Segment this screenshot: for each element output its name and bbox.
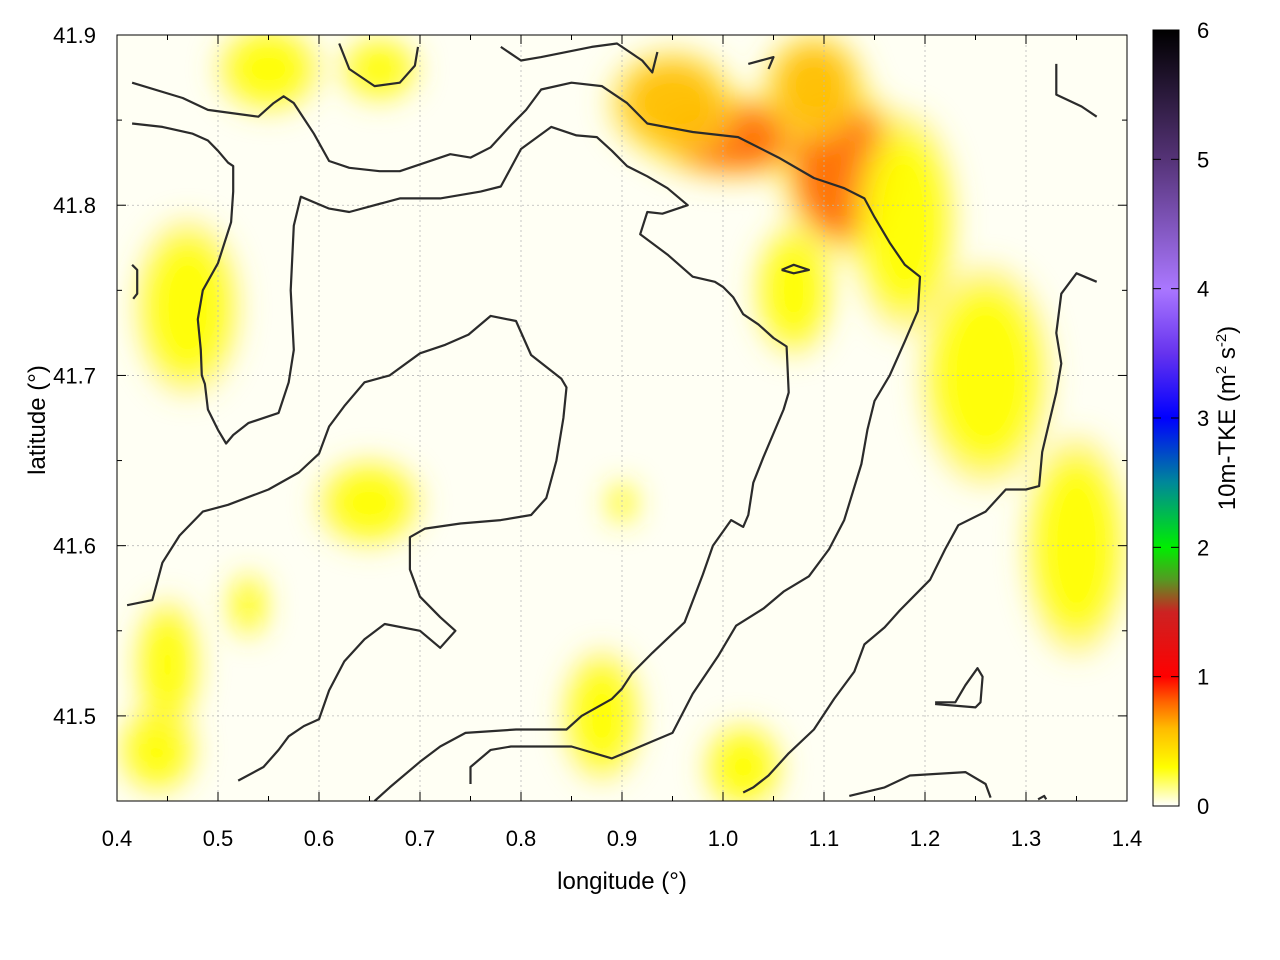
y-tick-label: 41.9 [53,23,96,48]
x-tick-label: 1.4 [1112,826,1143,851]
colorbar-label-sup1: 2 [1213,366,1230,374]
contour-line [935,667,984,709]
x-tick-label: 1.0 [708,826,739,851]
heat-blob [935,290,1037,461]
x-axis-label: longitude (°) [557,868,687,895]
x-tick-label: 0.4 [102,826,133,851]
contour-line [1055,63,1098,118]
colorbar-tick-label: 3 [1197,406,1209,431]
heat-blob [609,486,635,521]
contour-line [131,122,790,801]
heat-blob [773,43,855,129]
colorbar-tick-label: 6 [1197,18,1209,43]
colorbar-label: 10m-TKE (m2 s-2) [1213,326,1241,510]
contour-line [131,264,139,300]
x-tick-labels: 0.4 0.5 0.6 0.7 0.8 0.9 1.0 1.1 1.2 1.3 1.4 [102,826,1143,851]
contour-line [500,42,659,74]
colorbar-label-end: ) [1214,326,1241,334]
x-tick-label: 0.8 [506,826,537,851]
contour-line [338,43,420,88]
colorbar-tick-label: 4 [1197,277,1209,302]
x-tick-label: 1.2 [910,826,941,851]
colorbar-tick-label: 0 [1197,794,1209,819]
heat-blob [1036,460,1117,631]
heat-blob [233,579,264,631]
heat-blob [571,664,633,767]
heat-blob [349,43,410,95]
y-tick-label: 41.6 [53,534,96,559]
x-tick-label: 0.5 [203,826,234,851]
colorbar-label-main: 10m-TKE (m [1214,374,1241,510]
x-tick-label: 0.6 [304,826,335,851]
contour-line [131,81,922,784]
colorbar-tick-labels: 0 1 2 3 4 5 6 [1197,18,1209,819]
contour-line [1037,794,1048,801]
colorbar-tick-label: 2 [1197,535,1209,560]
y-tick-label: 41.5 [53,704,96,729]
colorbar: 0 1 2 3 4 5 6 10m-TKE (m2 s-2) [1152,18,1241,819]
x-tick-label: 0.9 [607,826,638,851]
heat-blob [147,239,229,376]
colorbar-label-mid: s [1214,347,1241,366]
axis-ticks [116,34,1128,802]
contour-line [748,55,775,70]
heat-blob [329,469,410,538]
heat-blob [127,715,188,784]
colorbar-tick-label: 5 [1197,147,1209,172]
colorbar-label-sup2: -2 [1213,334,1230,347]
colorbar-tick-label: 1 [1197,665,1209,690]
x-tick-label: 1.3 [1011,826,1042,851]
heat-blob [712,732,774,801]
contour-line [742,272,1098,794]
heat-blob [864,137,946,308]
contour-line [781,263,811,275]
heat-blob [763,239,824,342]
x-tick-label: 1.1 [809,826,840,851]
y-axis-label: latitude (°) [24,365,51,475]
contour-line [849,770,992,798]
y-tick-label: 41.8 [53,193,96,218]
colorbar-ticks [1153,29,1179,807]
terrain-contours [126,42,1098,801]
y-tick-labels: 41.5 41.6 41.7 41.8 41.9 [53,23,96,729]
contour-line [126,314,568,782]
y-tick-label: 41.7 [53,363,96,388]
heat-blob [142,613,193,716]
x-tick-label: 0.7 [405,826,436,851]
heat-blob [228,35,309,104]
